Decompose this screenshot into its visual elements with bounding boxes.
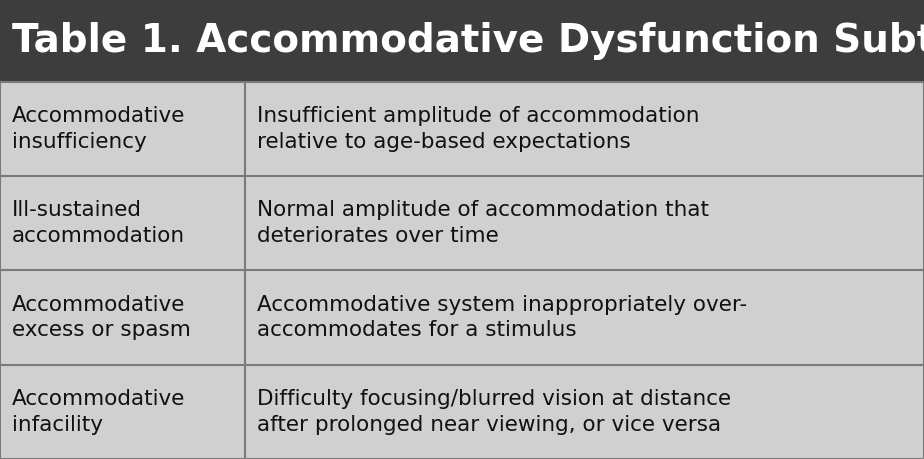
Text: Ill-sustained
accommodation: Ill-sustained accommodation: [12, 201, 185, 246]
Text: Accommodative
excess or spasm: Accommodative excess or spasm: [12, 295, 191, 340]
Bar: [0, 82, 924, 176]
Text: Accommodative
insufficiency: Accommodative insufficiency: [12, 106, 186, 151]
Bar: [0, 0, 924, 82]
Bar: [0, 176, 924, 270]
Text: Table 1. Accommodative Dysfunction Subtypes: Table 1. Accommodative Dysfunction Subty…: [12, 22, 924, 60]
Bar: [0, 270, 924, 364]
Text: Difficulty focusing/blurred vision at distance
after prolonged near viewing, or : Difficulty focusing/blurred vision at di…: [257, 389, 731, 435]
Text: Normal amplitude of accommodation that
deteriorates over time: Normal amplitude of accommodation that d…: [257, 201, 709, 246]
Text: Insufficient amplitude of accommodation
relative to age-based expectations: Insufficient amplitude of accommodation …: [257, 106, 699, 151]
Text: Accommodative
infacility: Accommodative infacility: [12, 389, 186, 435]
Bar: [0, 364, 924, 459]
Text: Accommodative system inappropriately over-
accommodates for a stimulus: Accommodative system inappropriately ove…: [257, 295, 747, 340]
